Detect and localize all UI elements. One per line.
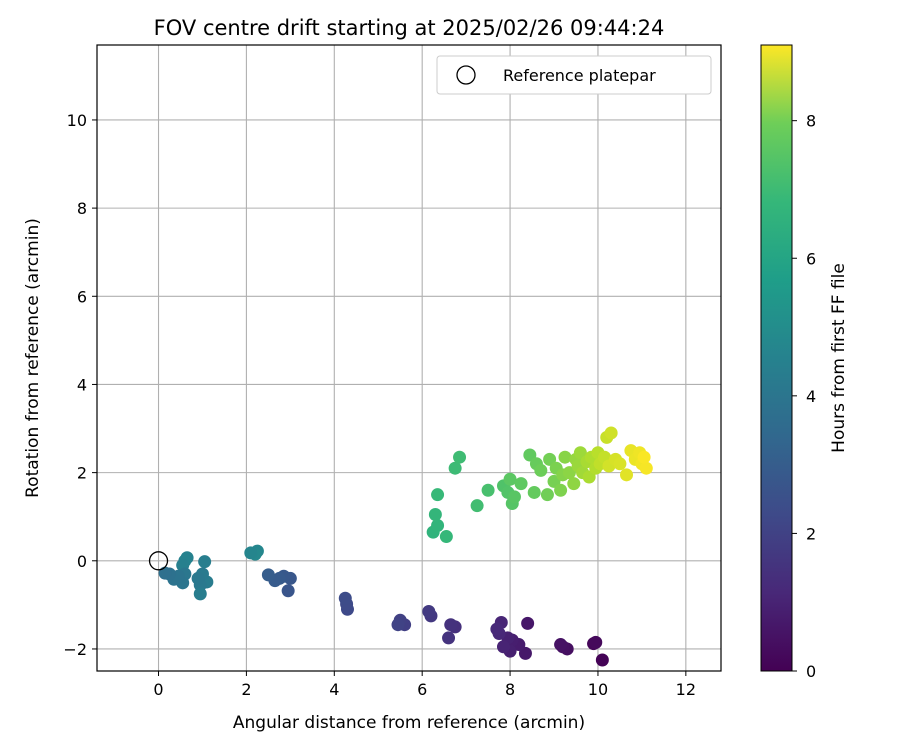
scatter-point [534, 463, 548, 477]
scatter-point [620, 468, 634, 482]
scatter-point [439, 530, 453, 544]
scatter-point [281, 584, 295, 598]
y-tick-label: 4 [77, 375, 87, 394]
scatter-point [442, 631, 456, 645]
scatter-point [554, 483, 568, 497]
scatter-point [193, 587, 207, 601]
scatter-point [444, 618, 458, 632]
reference-marker [148, 551, 169, 571]
scatter-point [589, 635, 603, 649]
reference-point [148, 551, 169, 571]
scatter-point [244, 546, 258, 560]
scatter-point [521, 616, 535, 630]
scatter-point [422, 604, 436, 618]
scatter-point [261, 568, 275, 582]
y-tick-label: 8 [77, 199, 87, 218]
scatter-point [507, 490, 521, 504]
x-tick-label: 6 [417, 680, 427, 699]
scatter-point [503, 472, 517, 486]
scatter-point [191, 571, 205, 585]
colorbar-tick-label: 6 [806, 249, 816, 268]
scatter-point [448, 461, 462, 475]
legend-marker-icon [456, 65, 476, 85]
scatter-point [527, 485, 541, 499]
x-axis-ticks: 0 2 4 6 8 10 12 [153, 671, 696, 699]
scatter-point [470, 499, 484, 513]
plot-frame [96, 44, 722, 672]
colorbar-gradient [760, 44, 793, 672]
x-tick-label: 4 [329, 680, 339, 699]
x-tick-label: 8 [505, 680, 515, 699]
y-tick-label: 0 [77, 552, 87, 571]
scatter-point [613, 457, 627, 471]
scatter-point [567, 477, 581, 491]
y-tick-label: 6 [77, 287, 87, 306]
x-axis-label: Angular distance from reference (arcmin) [233, 713, 585, 733]
scatter-point [558, 450, 572, 464]
legend: Reference platepar [436, 55, 712, 95]
x-tick-label: 0 [153, 680, 163, 699]
x-tick-label: 12 [676, 680, 696, 699]
colorbar: 0 2 4 6 8 Hours from first FF file [760, 44, 849, 681]
colorbar-tick-label: 0 [806, 662, 816, 681]
grid-lines [97, 45, 721, 671]
scatter-point [637, 450, 651, 464]
y-axis-ticks: −2 0 2 4 6 8 10 [63, 111, 97, 659]
x-tick-label: 2 [241, 680, 251, 699]
scatter-point [428, 508, 442, 521]
y-tick-label: −2 [63, 640, 87, 659]
legend-entry: Reference platepar [503, 66, 656, 85]
scatter-point [639, 461, 653, 475]
scatter-point [391, 618, 405, 632]
data-points [158, 426, 653, 667]
scatter-point [198, 555, 212, 569]
scatter-point [158, 566, 172, 580]
scatter-point [453, 450, 467, 464]
scatter-point [338, 591, 352, 605]
y-axis-label: Rotation from reference (arcmin) [23, 218, 43, 498]
chart-title: FOV centre drift starting at 2025/02/26 … [154, 16, 665, 40]
scatter-point [490, 622, 504, 636]
scatter-point [431, 519, 445, 533]
legend-box [436, 55, 712, 95]
scatter-point [554, 638, 568, 652]
scatter-point [496, 640, 510, 654]
scatter-point [540, 488, 554, 502]
scatter-point [595, 653, 609, 667]
y-tick-label: 10 [67, 111, 87, 130]
scatter-point [431, 488, 445, 502]
scatter-point [604, 426, 618, 440]
colorbar-tick-label: 2 [806, 524, 816, 543]
colorbar-tick-label: 8 [806, 112, 816, 131]
y-tick-label: 2 [77, 464, 87, 483]
x-tick-label: 10 [588, 680, 608, 699]
scatter-point [514, 477, 528, 491]
colorbar-tick-label: 4 [806, 387, 816, 406]
colorbar-ticks: 0 2 4 6 8 [792, 112, 816, 681]
colorbar-label: Hours from first FF file [829, 263, 849, 453]
scatter-point [481, 483, 495, 497]
